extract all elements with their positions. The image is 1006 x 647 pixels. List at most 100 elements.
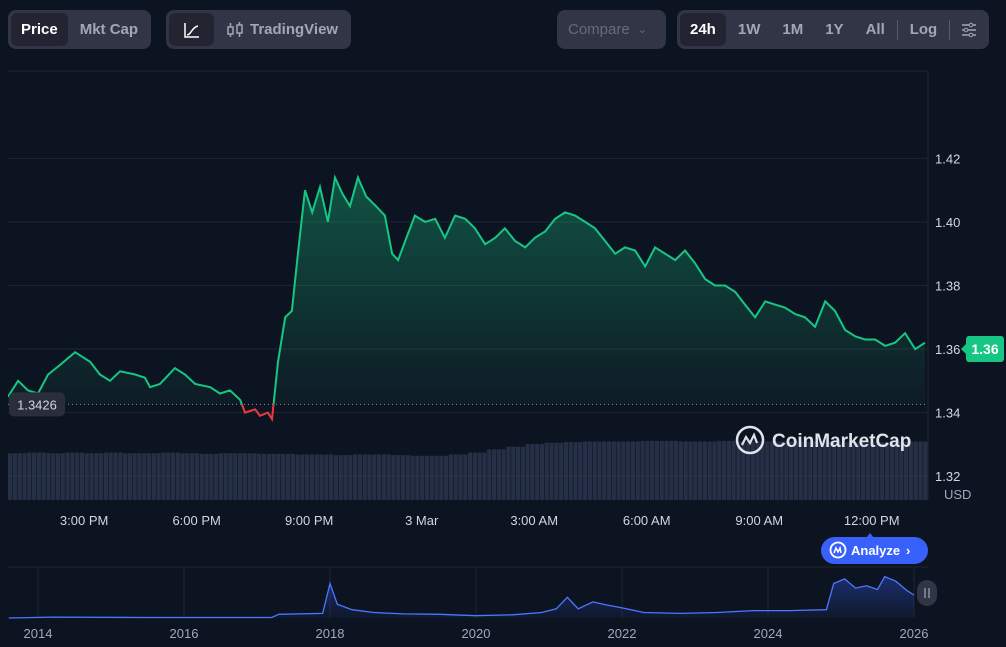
range-24h[interactable]: 24h [680, 13, 726, 46]
volume-bar [223, 453, 228, 500]
volume-bar [817, 441, 822, 500]
volume-bar [338, 455, 343, 500]
watermark-text: CoinMarketCap [772, 431, 911, 452]
volume-bar [252, 453, 257, 500]
volume-bar [214, 453, 219, 500]
volume-bar [813, 441, 818, 500]
navigator-year-label: 2016 [170, 626, 199, 641]
volume-bar [875, 442, 880, 500]
volume-bar [204, 453, 209, 500]
pause-icon [924, 588, 930, 598]
volume-bar [458, 454, 463, 500]
volume-bar [659, 440, 664, 500]
tab-mkt-cap[interactable]: Mkt Cap [79, 21, 139, 38]
volume-bar [132, 453, 137, 500]
volume-bar [803, 441, 808, 500]
volume-bar [611, 441, 616, 500]
volume-bar [707, 441, 712, 500]
volume-bar [146, 453, 152, 500]
volume-bar [391, 455, 396, 500]
baseline-value: 1.3426 [17, 397, 57, 412]
navigator-handle[interactable] [917, 580, 937, 606]
volume-bar [424, 455, 430, 500]
volume-bar [257, 453, 262, 500]
volume-bar [348, 455, 353, 500]
chevron-right-icon: › [906, 543, 910, 558]
range-all[interactable]: All [865, 21, 885, 38]
volume-bar [41, 452, 46, 500]
volume-bar [22, 453, 27, 500]
volume-bar [568, 442, 573, 500]
log-scale-button[interactable]: Log [909, 21, 938, 38]
volume-bar [372, 454, 377, 500]
volume-bar [353, 454, 358, 500]
sliders-icon [962, 22, 977, 37]
divider [896, 19, 898, 40]
tradingview-label: TradingView [250, 21, 339, 38]
volume-bar [343, 455, 348, 500]
baseline-badge: 1.3426 [9, 392, 65, 417]
navigator-year-label: 2018 [316, 626, 345, 641]
volume-bar [8, 453, 13, 500]
volume-bar [386, 454, 391, 500]
volume-bar [836, 442, 842, 500]
volume-bar [190, 453, 195, 500]
x-tick-label: 9:00 AM [735, 513, 783, 528]
range-1y[interactable]: 1Y [825, 21, 844, 38]
volume-bar [530, 444, 535, 500]
volume-bar [525, 444, 530, 500]
volume-bar [247, 453, 252, 500]
volume-bar [166, 452, 171, 500]
volume-bar [496, 449, 501, 500]
price-line-up [8, 174, 926, 405]
volume-bar [506, 446, 511, 500]
volume-bar [75, 452, 80, 500]
volume-bar [865, 442, 870, 500]
range-1w[interactable]: 1W [737, 21, 761, 38]
volume-bar [827, 441, 832, 500]
volume-bar [832, 442, 837, 500]
tradingview-button[interactable]: TradingView [216, 13, 348, 46]
x-tick-label: 3:00 PM [60, 513, 108, 528]
volume-bar [597, 441, 602, 500]
volume-bar [501, 449, 506, 500]
volume-bar [539, 444, 545, 500]
volume-bar [113, 452, 118, 500]
volume-bar [51, 453, 56, 500]
volume-bar [549, 442, 554, 500]
volume-bar [123, 453, 128, 500]
volume-bar [592, 441, 597, 500]
volume-bar [118, 452, 123, 500]
volume-bar [180, 453, 185, 500]
volume-bar [822, 441, 827, 500]
volume-bar [266, 453, 271, 500]
tab-price[interactable]: Price [11, 13, 68, 46]
volume-bar [683, 441, 688, 500]
navigator-area [8, 576, 914, 618]
line-chart-icon [183, 22, 199, 38]
volume-bar [60, 453, 65, 500]
volume-bar [559, 442, 564, 500]
volume-bar [103, 452, 109, 500]
line-chart-button[interactable] [169, 13, 214, 46]
settings-button[interactable] [952, 13, 986, 46]
volume-bar [31, 452, 37, 500]
analyze-button[interactable]: Analyze › [821, 533, 928, 564]
volume-bar [444, 455, 449, 500]
volume-bar [846, 442, 851, 500]
x-tick-label: 6:00 AM [623, 513, 671, 528]
volume-bar [46, 453, 51, 500]
volume-bar [357, 454, 362, 500]
logo-mark [741, 432, 759, 446]
volume-bar [300, 454, 305, 500]
volume-bar [17, 453, 22, 500]
navigator[interactable]: 2014 2016 2018 2020 2022 2024 2026 [8, 566, 937, 641]
range-1m[interactable]: 1M [782, 21, 804, 38]
price-area-fill [8, 177, 925, 405]
volume-bar [889, 441, 894, 500]
volume-bar [477, 452, 482, 500]
volume-bar [453, 454, 458, 500]
y-tick-label: 1.32 [935, 469, 960, 484]
compare-dropdown[interactable]: Compare ⌄ [557, 10, 666, 49]
